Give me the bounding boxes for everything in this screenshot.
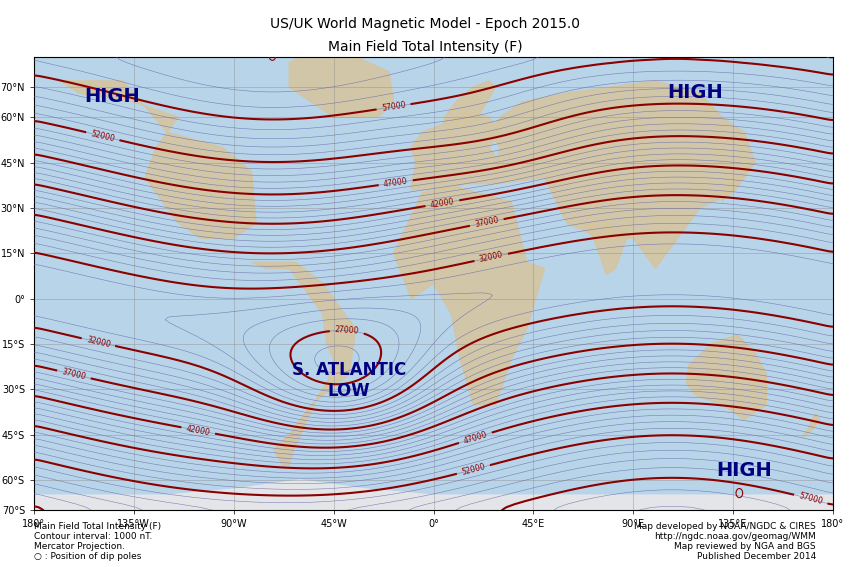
Polygon shape xyxy=(60,81,256,238)
Text: Map reviewed by NGA and BGS: Map reviewed by NGA and BGS xyxy=(674,542,816,551)
Text: Main Field Total Intensity (F): Main Field Total Intensity (F) xyxy=(328,40,522,54)
Text: 37000: 37000 xyxy=(61,367,87,382)
Polygon shape xyxy=(289,50,394,117)
Text: 32000: 32000 xyxy=(479,251,504,264)
Text: HIGH: HIGH xyxy=(84,87,139,105)
Text: 27000: 27000 xyxy=(335,325,360,336)
Text: 57000: 57000 xyxy=(798,492,824,506)
Text: Main Field Total Intensity (F): Main Field Total Intensity (F) xyxy=(34,522,162,531)
Text: ○ : Position of dip poles: ○ : Position of dip poles xyxy=(34,552,141,561)
Text: 42000: 42000 xyxy=(429,197,455,210)
Text: 52000: 52000 xyxy=(90,129,116,143)
Text: Published December 2014: Published December 2014 xyxy=(697,552,816,561)
Text: 57000: 57000 xyxy=(381,100,406,113)
Text: HIGH: HIGH xyxy=(667,83,723,103)
Text: Mercator Projection.: Mercator Projection. xyxy=(34,542,125,551)
Polygon shape xyxy=(722,166,749,202)
Text: 47000: 47000 xyxy=(462,430,488,446)
Polygon shape xyxy=(802,413,819,438)
Polygon shape xyxy=(394,187,545,404)
Polygon shape xyxy=(252,263,356,465)
Polygon shape xyxy=(411,111,500,190)
Text: 52000: 52000 xyxy=(461,462,486,477)
Text: Map developed by NOAA/NGDC & CIRES: Map developed by NOAA/NGDC & CIRES xyxy=(634,522,816,531)
Text: 37000: 37000 xyxy=(474,215,500,229)
Text: 32000: 32000 xyxy=(86,335,111,349)
Text: US/UK World Magnetic Model - Epoch 2015.0: US/UK World Magnetic Model - Epoch 2015.… xyxy=(270,17,580,31)
Polygon shape xyxy=(687,335,767,420)
Text: Contour interval: 1000 nT.: Contour interval: 1000 nT. xyxy=(34,532,152,541)
Text: HIGH: HIGH xyxy=(717,462,772,480)
Polygon shape xyxy=(34,480,833,510)
Polygon shape xyxy=(585,223,629,274)
Text: S. ATLANTIC
LOW: S. ATLANTIC LOW xyxy=(292,361,406,400)
Polygon shape xyxy=(489,81,756,268)
Polygon shape xyxy=(445,81,496,126)
Text: http://ngdc.noaa.gov/geomag/WMM: http://ngdc.noaa.gov/geomag/WMM xyxy=(654,532,816,541)
Text: 47000: 47000 xyxy=(383,176,409,189)
Text: 42000: 42000 xyxy=(185,424,211,437)
